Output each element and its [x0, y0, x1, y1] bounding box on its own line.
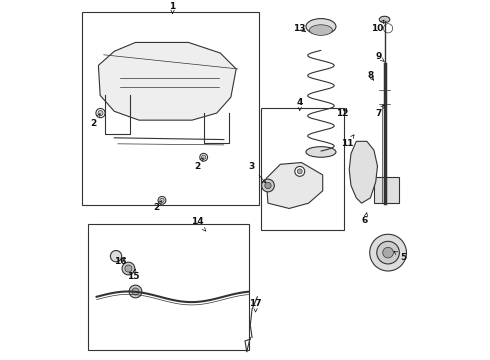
Text: 5: 5	[394, 251, 406, 262]
Circle shape	[158, 197, 166, 204]
Circle shape	[129, 285, 142, 298]
Circle shape	[297, 169, 302, 174]
Circle shape	[377, 241, 399, 264]
Circle shape	[96, 108, 105, 118]
Circle shape	[160, 198, 164, 202]
Text: 8: 8	[368, 72, 373, 81]
Text: 2: 2	[91, 114, 100, 128]
Circle shape	[200, 153, 208, 161]
Text: 3: 3	[248, 162, 266, 183]
Bar	[261, 108, 344, 230]
Circle shape	[384, 24, 392, 33]
Polygon shape	[98, 42, 236, 120]
Polygon shape	[266, 163, 323, 208]
Ellipse shape	[310, 25, 332, 35]
Text: 17: 17	[249, 300, 262, 312]
Ellipse shape	[306, 147, 336, 157]
Bar	[88, 224, 248, 350]
Circle shape	[295, 166, 305, 176]
Ellipse shape	[379, 16, 390, 23]
Circle shape	[262, 179, 274, 192]
Text: 4: 4	[296, 98, 303, 111]
Text: 16: 16	[114, 257, 127, 266]
Circle shape	[383, 247, 393, 258]
Circle shape	[201, 155, 206, 159]
Circle shape	[110, 251, 122, 262]
Text: 10: 10	[371, 20, 384, 33]
Polygon shape	[349, 141, 377, 203]
Circle shape	[132, 288, 139, 295]
Text: 14: 14	[191, 217, 206, 231]
Text: 2: 2	[194, 158, 203, 171]
Text: 12: 12	[336, 108, 348, 118]
Text: 1: 1	[170, 1, 176, 14]
Text: 9: 9	[375, 52, 385, 62]
Circle shape	[370, 234, 406, 271]
Circle shape	[98, 111, 103, 116]
Ellipse shape	[306, 19, 336, 35]
Polygon shape	[374, 177, 399, 203]
Text: 7: 7	[375, 105, 384, 118]
Circle shape	[122, 262, 135, 275]
Text: 6: 6	[362, 213, 368, 225]
Bar	[82, 12, 259, 205]
Text: 11: 11	[341, 135, 354, 148]
Text: 15: 15	[127, 269, 140, 281]
Text: 13: 13	[294, 24, 306, 33]
Circle shape	[265, 182, 271, 189]
Text: 2: 2	[153, 201, 162, 212]
Circle shape	[125, 265, 132, 272]
